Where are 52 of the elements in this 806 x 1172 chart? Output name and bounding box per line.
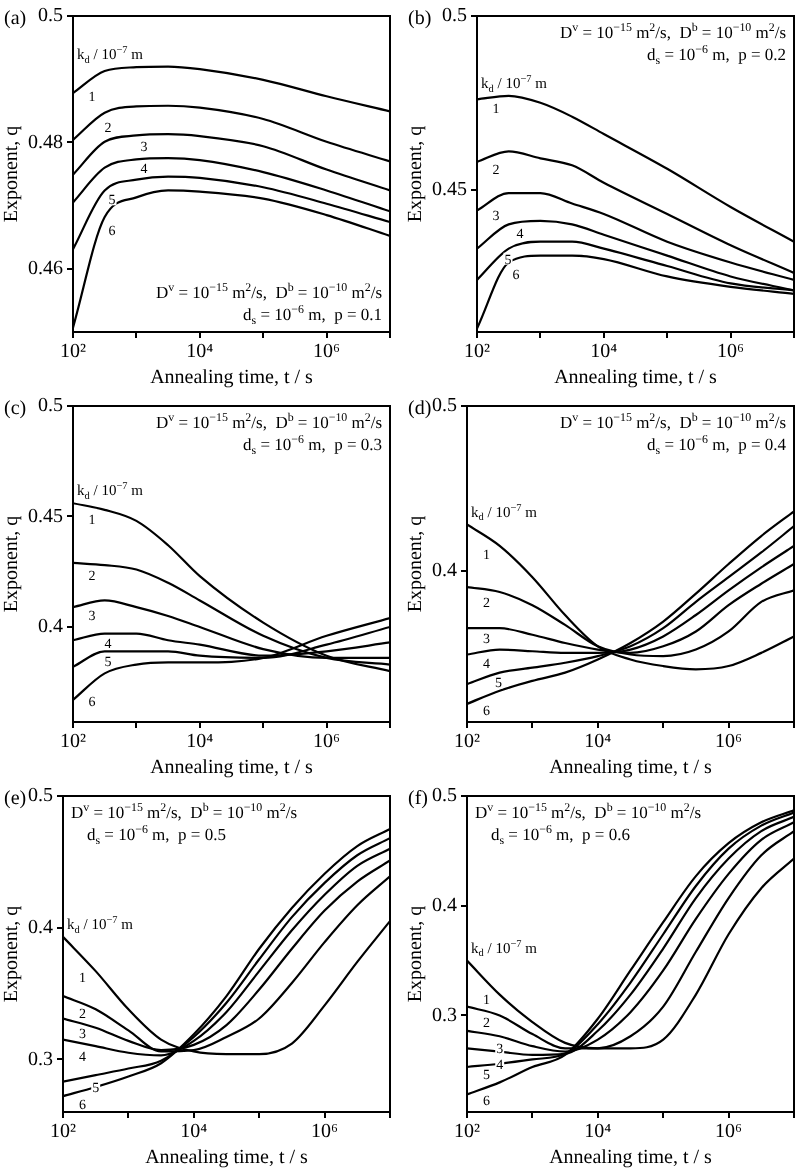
y-tick-label: 0.3 — [432, 1004, 457, 1027]
x-tick-label: 10² — [454, 1121, 480, 1144]
y-tick-label: 0.46 — [28, 258, 63, 281]
x-tick-label: 10⁴ — [590, 341, 619, 364]
x-tick-label: 10² — [60, 731, 86, 754]
y-axis-title: Exponent, q — [405, 125, 428, 223]
chart-title: (b) — [408, 8, 432, 30]
y-tick-label: 0.5 — [432, 395, 457, 418]
y-axis-title: Exponent, q — [405, 515, 428, 613]
x-tick-label: 10⁴ — [584, 1121, 613, 1144]
y-tick-label: 0.45 — [432, 178, 467, 201]
x-tick-label: 10² — [50, 1121, 76, 1144]
x-axis-title: Annealing time, t / s — [150, 367, 314, 390]
x-tick-label: 10² — [464, 341, 490, 364]
x-tick-label: 10⁶ — [313, 341, 342, 364]
x-tick-label: 10⁶ — [715, 1121, 744, 1144]
y-tick-label: 0.45 — [28, 505, 63, 528]
x-tick-label: 10⁶ — [717, 341, 746, 364]
x-tick-label: 10² — [60, 341, 86, 364]
y-axis-title: Exponent, q — [1, 905, 24, 1003]
x-tick-label: 10⁶ — [311, 1121, 340, 1144]
x-tick-label: 10² — [454, 731, 480, 754]
x-tick-label: 10⁴ — [180, 1121, 209, 1144]
x-tick-label: 10⁶ — [313, 731, 342, 754]
x-axis-title: Annealing time, t / s — [150, 757, 314, 780]
y-tick-label: 0.48 — [28, 131, 63, 154]
chart-title: (a) — [4, 8, 27, 30]
chart-title: (d) — [408, 398, 432, 420]
y-tick-label: 0.5 — [38, 395, 63, 418]
x-axis-title: Annealing time, t / s — [549, 1147, 713, 1170]
y-tick-label: 0.4 — [38, 616, 63, 639]
x-tick-label: 10⁴ — [186, 341, 215, 364]
chart-title: (c) — [4, 398, 27, 420]
x-tick-label: 10⁶ — [715, 731, 744, 754]
y-tick-label: 0.4 — [432, 559, 457, 582]
chart-title: (e) — [4, 788, 27, 810]
y-tick-label: 0.4 — [432, 894, 457, 917]
y-axis-title: Exponent, q — [1, 125, 24, 223]
y-tick-label: 0.5 — [442, 5, 467, 28]
y-tick-label: 0.5 — [38, 5, 63, 28]
y-axis-title: Exponent, q — [405, 905, 428, 1003]
y-axis-title: Exponent, q — [1, 515, 24, 613]
y-tick-label: 0.5 — [28, 785, 53, 808]
x-axis-title: Annealing time, t / s — [554, 367, 718, 390]
x-axis-title: Annealing time, t / s — [549, 757, 713, 780]
x-tick-label: 10⁴ — [186, 731, 215, 754]
y-tick-label: 0.5 — [432, 785, 457, 808]
chart-title: (f) — [408, 788, 428, 810]
y-tick-label: 0.3 — [28, 1048, 53, 1071]
x-tick-label: 10⁴ — [584, 731, 613, 754]
x-axis-title: Annealing time, t / s — [145, 1147, 309, 1170]
y-tick-label: 0.4 — [28, 916, 53, 939]
